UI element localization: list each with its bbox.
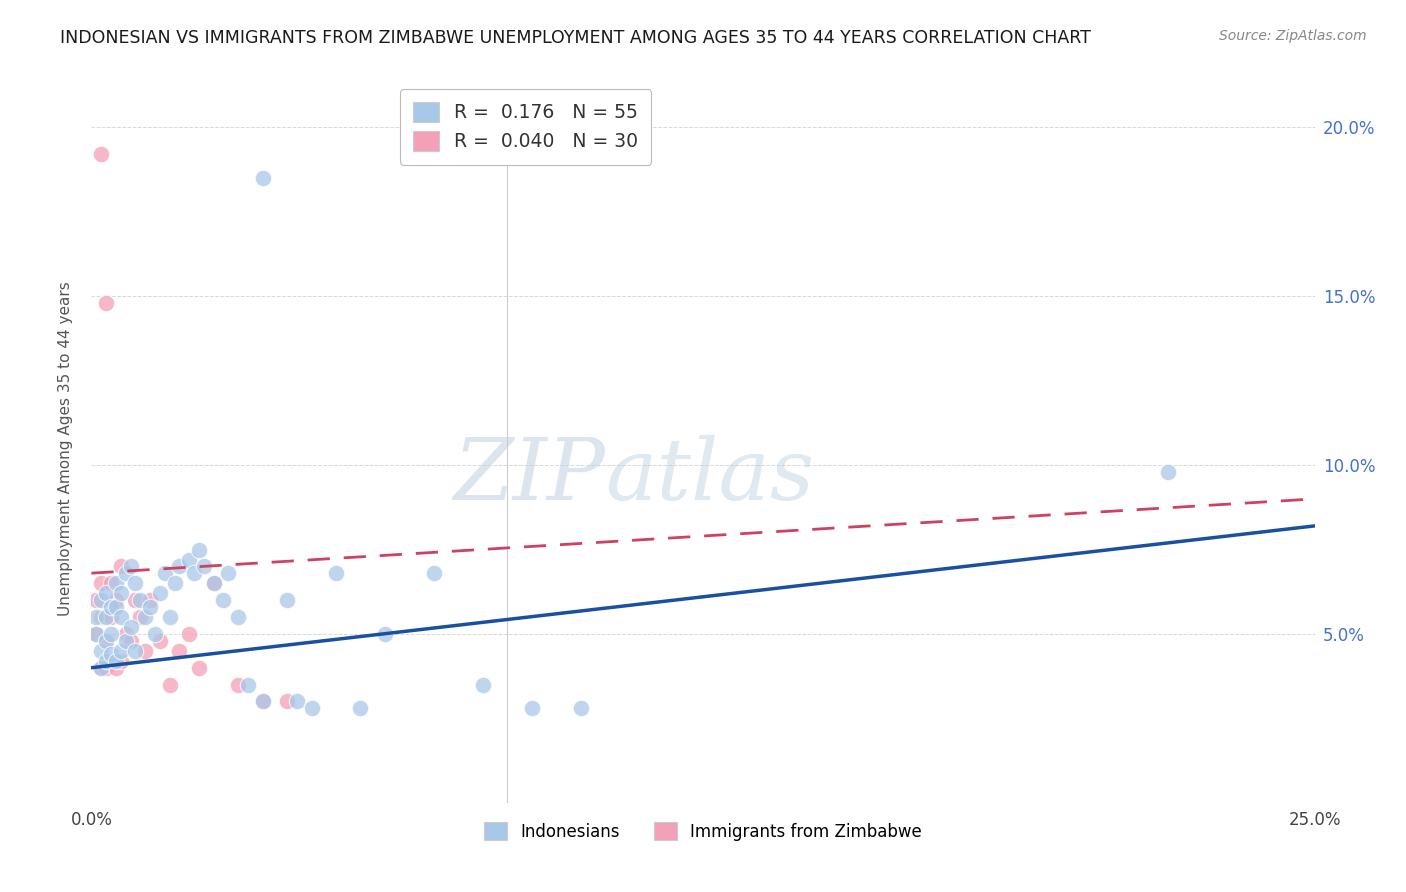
Point <box>90 576 112 591</box>
Point <box>100 647 122 661</box>
Point <box>169 644 191 658</box>
Point <box>110 654 132 668</box>
Point <box>110 586 132 600</box>
Text: atlas: atlas <box>605 435 814 518</box>
Point <box>94 661 117 675</box>
Point <box>84 627 107 641</box>
Point <box>90 661 112 675</box>
Point <box>90 610 112 624</box>
Point <box>120 620 142 634</box>
Point <box>285 694 308 708</box>
Point <box>226 610 249 624</box>
Point <box>226 678 249 692</box>
Point <box>139 593 162 607</box>
Point <box>84 593 107 607</box>
Point <box>202 576 225 591</box>
Point <box>94 633 117 648</box>
Point <box>124 576 146 591</box>
Point <box>159 610 181 624</box>
Point <box>94 296 117 310</box>
Point <box>104 661 127 675</box>
Point <box>100 599 122 614</box>
Point <box>325 566 347 581</box>
Point <box>114 566 136 581</box>
Point <box>104 599 127 614</box>
Point <box>202 576 225 591</box>
Point <box>193 559 215 574</box>
Point <box>90 147 112 161</box>
Point <box>94 654 117 668</box>
Point <box>569 701 592 715</box>
Point <box>134 610 156 624</box>
Point <box>276 694 298 708</box>
Point <box>520 701 543 715</box>
Point <box>104 654 127 668</box>
Point <box>100 576 122 591</box>
Point <box>114 627 136 641</box>
Point <box>252 171 274 186</box>
Point <box>94 586 117 600</box>
Point <box>188 542 211 557</box>
Point <box>129 593 152 607</box>
Point <box>94 633 117 648</box>
Point <box>114 633 136 648</box>
Point <box>163 576 186 591</box>
Point <box>149 633 172 648</box>
Point <box>110 559 132 574</box>
Point <box>236 678 259 692</box>
Legend: Indonesians, Immigrants from Zimbabwe: Indonesians, Immigrants from Zimbabwe <box>478 815 928 847</box>
Point <box>349 701 371 715</box>
Point <box>100 610 122 624</box>
Point <box>149 586 172 600</box>
Point <box>179 627 201 641</box>
Text: INDONESIAN VS IMMIGRANTS FROM ZIMBABWE UNEMPLOYMENT AMONG AGES 35 TO 44 YEARS CO: INDONESIAN VS IMMIGRANTS FROM ZIMBABWE U… <box>60 29 1091 47</box>
Text: ZIP: ZIP <box>453 435 605 518</box>
Point <box>252 694 274 708</box>
Point <box>100 627 122 641</box>
Point <box>90 593 112 607</box>
Point <box>94 610 117 624</box>
Y-axis label: Unemployment Among Ages 35 to 44 years: Unemployment Among Ages 35 to 44 years <box>58 281 73 615</box>
Point <box>104 576 127 591</box>
Point <box>153 566 176 581</box>
Point <box>471 678 494 692</box>
Point <box>183 566 205 581</box>
Point <box>110 610 132 624</box>
Point <box>179 552 201 566</box>
Point <box>84 627 107 641</box>
Point <box>169 559 191 574</box>
Point <box>120 559 142 574</box>
Point <box>124 593 146 607</box>
Point <box>301 701 323 715</box>
Point <box>423 566 446 581</box>
Point <box>252 694 274 708</box>
Point <box>143 627 166 641</box>
Point <box>212 593 235 607</box>
Point <box>217 566 239 581</box>
Point <box>374 627 396 641</box>
Point <box>120 633 142 648</box>
Point <box>1157 465 1180 479</box>
Point <box>104 593 127 607</box>
Point <box>159 678 181 692</box>
Text: Source: ZipAtlas.com: Source: ZipAtlas.com <box>1219 29 1367 44</box>
Point <box>84 610 107 624</box>
Point <box>90 644 112 658</box>
Point <box>90 661 112 675</box>
Point <box>188 661 211 675</box>
Point <box>276 593 298 607</box>
Point <box>139 599 162 614</box>
Point <box>110 644 132 658</box>
Point <box>129 610 152 624</box>
Point <box>134 644 156 658</box>
Point <box>124 644 146 658</box>
